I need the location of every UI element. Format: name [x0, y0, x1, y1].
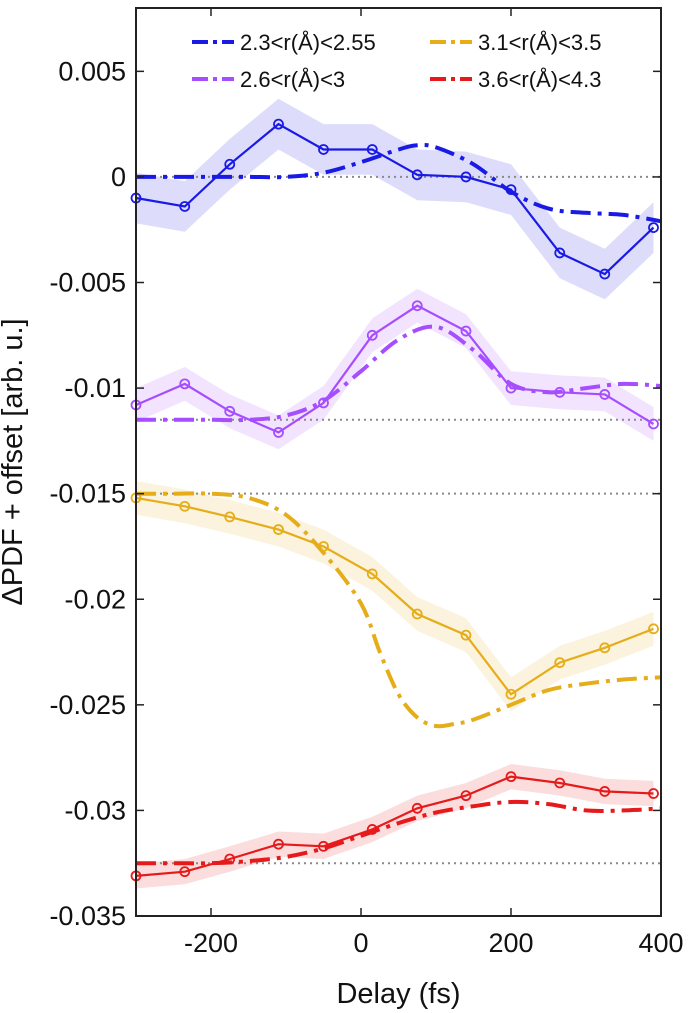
- data-point: [599, 786, 611, 797]
- data-point: [460, 629, 472, 641]
- uncertainty-band-0: [136, 98, 654, 300]
- data-point: [460, 325, 472, 337]
- data-point: [599, 389, 611, 400]
- data-line-3: [135, 775, 654, 877]
- data-point: [505, 771, 517, 783]
- y-tick-label: -0.035: [49, 901, 126, 931]
- y-tick-label: -0.025: [49, 690, 126, 720]
- data-point: [224, 405, 236, 417]
- uncertainty-band-1: [136, 288, 654, 450]
- x-tick-label: 0: [353, 928, 368, 958]
- data-point: [411, 802, 423, 814]
- data-point: [318, 840, 329, 852]
- data-point: [318, 397, 329, 409]
- data-point: [505, 184, 517, 196]
- data-point: [599, 268, 611, 280]
- y-tick-label: -0.005: [49, 268, 126, 298]
- data-line-2: [135, 496, 654, 696]
- data-point: [554, 777, 566, 789]
- data-point: [648, 788, 659, 799]
- data-point: [411, 300, 423, 312]
- y-tick-label: 0: [111, 162, 126, 192]
- data-point: [366, 568, 378, 580]
- model-curve-3: [136, 799, 662, 866]
- data-markers: [130, 118, 659, 882]
- legend-label-0: 2.3<r(Å)<2.55: [240, 30, 376, 55]
- data-line-1: [135, 304, 655, 434]
- data-point: [273, 118, 284, 130]
- uncertainty-band-2: [136, 481, 654, 712]
- legend-label-2: 3.1<r(Å)<3.5: [478, 30, 602, 55]
- data-lines: [135, 122, 655, 877]
- data-point: [179, 378, 191, 390]
- data-point: [273, 427, 284, 438]
- data-point: [224, 511, 236, 523]
- data-point: [273, 524, 284, 535]
- model-curve-0: [135, 142, 662, 224]
- model-curves: [135, 142, 662, 866]
- x-tick-label: -200: [184, 928, 238, 958]
- legend-label-3: 3.6<r(Å)<4.3: [478, 67, 602, 92]
- model-curve-2: [135, 491, 662, 729]
- data-point: [318, 541, 329, 552]
- data-point: [179, 201, 191, 212]
- data-point: [411, 608, 423, 620]
- y-tick-label: 0.005: [58, 56, 126, 86]
- data-point: [599, 642, 611, 654]
- y-tick-label: -0.03: [64, 795, 126, 825]
- plot-frame: [135, 7, 662, 917]
- y-tick-label: -0.01: [64, 373, 126, 403]
- data-point: [648, 222, 659, 234]
- data-point: [648, 623, 659, 635]
- data-line-0: [135, 122, 655, 276]
- data-point: [460, 171, 472, 183]
- legend-label-1: 2.6<r(Å)<3: [240, 67, 345, 92]
- data-point: [505, 382, 517, 394]
- data-point: [554, 657, 566, 669]
- x-axis-ticks: -200 0 200 400: [184, 8, 684, 958]
- data-point: [179, 500, 191, 512]
- data-point: [554, 247, 566, 259]
- data-point: [179, 866, 191, 878]
- data-point: [460, 790, 472, 802]
- data-point: [224, 158, 236, 170]
- data-point: [318, 144, 329, 155]
- data-point: [411, 169, 423, 181]
- x-tick-label: 200: [488, 928, 533, 958]
- legend: 2.3<r(Å)<2.55 3.1<r(Å)<3.5 2.6<r(Å)<3 3.6<r…: [192, 30, 602, 92]
- y-tick-label: -0.015: [49, 479, 126, 509]
- data-point: [554, 386, 566, 398]
- data-point: [366, 144, 378, 155]
- model-curve-1: [136, 324, 662, 423]
- data-point: [224, 853, 236, 865]
- uncertainty-band-3: [136, 764, 654, 889]
- x-tick-label: 400: [638, 928, 683, 958]
- y-axis-ticks: 0.005 0 -0.005 -0.01 -0.015 -0.02 -0.025 -0.03 -…: [49, 56, 661, 931]
- data-point: [648, 418, 659, 430]
- y-tick-label: -0.02: [64, 584, 126, 614]
- data-point: [366, 824, 378, 835]
- data-point: [505, 688, 517, 700]
- data-point: [273, 838, 284, 850]
- data-point: [366, 329, 378, 341]
- y-axis-title: ΔPDF + offset [arb. u.]: [0, 318, 29, 605]
- x-axis-title: Delay (fs): [336, 978, 460, 1010]
